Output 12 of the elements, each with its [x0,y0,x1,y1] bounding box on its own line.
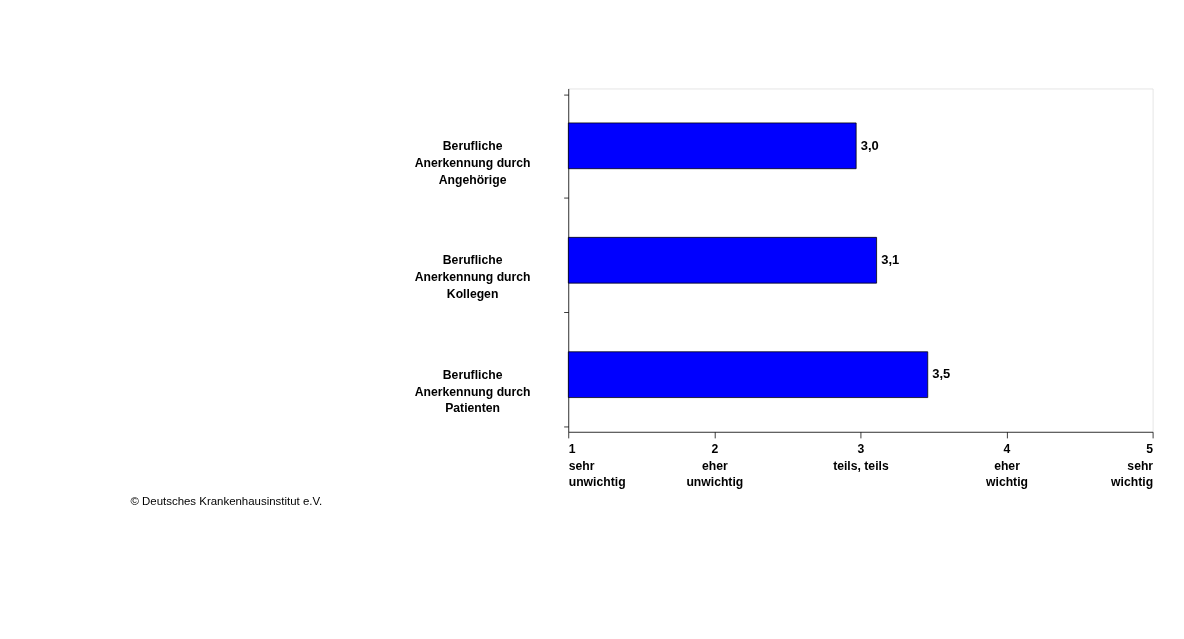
x-tick-label: 3 teils, teils [833,441,889,473]
y-tick-label: Berufliche Anerkennung durch Kollegen [414,253,531,302]
y-tick-label: Berufliche Anerkennung durch Angehörige [414,139,531,187]
x-tick-label: 2 eher unwichtig [686,441,744,490]
x-tick-label: 4 eher wichtig [985,441,1028,490]
text: © Deutsches Krankenhausinstitut e.V. [130,495,323,508]
y-tick-label: Berufliche Anerkennung durch Patienten [414,367,531,416]
data-label: 3,5 [932,366,951,382]
data-label: 3,0 [860,137,879,153]
x-tick-label: 1 sehr unwichtig [568,441,626,490]
data-label: 3,1 [881,252,900,268]
x-tick-label: 5 sehr wichtig [1110,441,1154,490]
